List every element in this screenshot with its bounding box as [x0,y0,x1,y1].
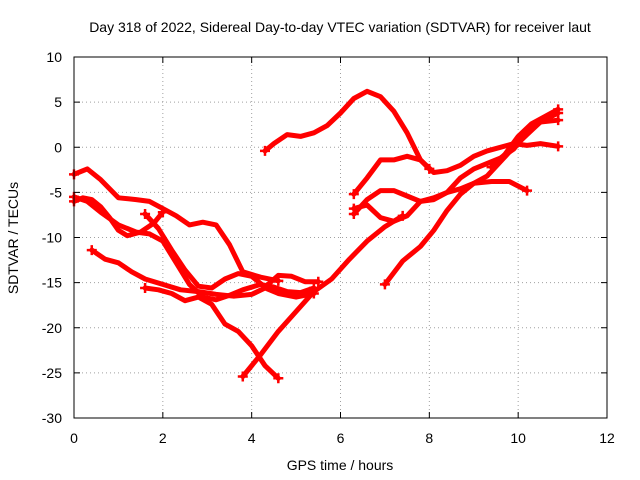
series-line [89,247,317,300]
data-point-marker [522,185,533,196]
series-line [142,285,281,381]
data-point-marker [348,189,359,200]
series-line [382,110,561,287]
data-point-marker [486,162,497,173]
data-point-marker [553,141,564,152]
axis-ticks: 0 2 4 6 8 10 12 -30 -25 -20 -15 -10 -5 0 5 10 [42,49,615,446]
series-line [71,195,166,239]
y-axis-title: SDTVAR / TECUs [5,182,21,294]
x-tick-label: 8 [425,430,433,446]
x-tick-label: 4 [248,430,256,446]
data-point-marker [379,279,390,290]
y-tick-label: -20 [42,320,62,336]
data-series [69,88,564,384]
series-line [240,213,406,379]
y-tick-label: 10 [46,49,62,65]
data-point-marker [348,203,359,214]
x-tick-label: 6 [337,430,345,446]
series-arc-13 [486,104,564,173]
y-tick-label: -15 [42,275,62,291]
y-tick-label: 0 [54,139,62,155]
data-point-marker [140,283,151,294]
series-line [262,88,432,172]
series-line [71,166,281,284]
x-tick-label: 0 [70,430,78,446]
data-point-marker [86,245,97,256]
y-tick-label: -30 [42,410,62,426]
y-tick-label: -25 [42,365,62,381]
x-tick-label: 10 [510,430,526,446]
data-point-marker [237,371,248,382]
y-tick-label: 5 [54,94,62,110]
series-arc-8 [259,88,435,174]
series-line [489,106,561,170]
data-point-marker [273,373,284,384]
series-line [142,211,321,291]
data-point-marker [259,145,270,156]
x-tick-label: 2 [159,430,167,446]
data-point-marker [140,209,151,220]
series-arc-6 [140,283,284,384]
y-tick-label: -5 [50,184,63,200]
series-arc-5 [140,209,324,291]
data-point-marker [553,104,564,115]
x-tick-label: 12 [599,430,615,446]
data-point-marker [313,276,324,287]
x-axis-title: GPS time / hours [287,457,394,473]
chart-title: Day 318 of 2022, Sidereal Day-to-day VTE… [89,19,591,35]
y-tick-label: -10 [42,230,62,246]
